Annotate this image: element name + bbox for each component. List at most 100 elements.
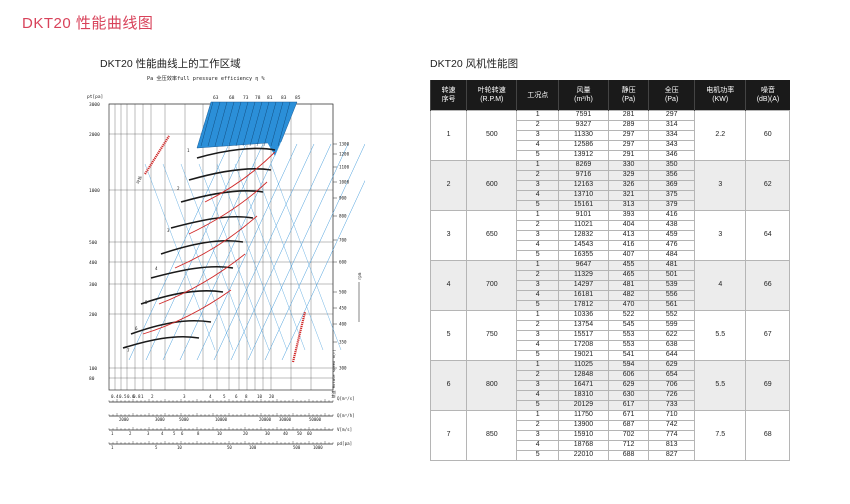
total-pressure-cell: 416: [648, 210, 696, 221]
efficiency-label: 63: [213, 95, 219, 101]
impeller-rpm-cell: 800: [466, 360, 518, 411]
page-title: DKT20 性能曲线图: [22, 15, 154, 32]
y-tick-label: 100: [89, 366, 97, 372]
total-pressure-cell: 476: [648, 240, 696, 251]
operating-point-cell: 3: [516, 380, 560, 391]
noise-cell: 66: [745, 260, 790, 311]
impeller-rpm-cell: 600: [466, 160, 518, 211]
airflow-cell: 11750: [558, 410, 609, 421]
scale-velocity-label: 8: [197, 431, 200, 436]
scale-dynamic-pressure-label: 5: [155, 445, 158, 450]
x-tick-q-label: 10: [257, 394, 263, 399]
operating-point-cell: 5: [516, 400, 560, 411]
pressure-curve: [188, 167, 272, 181]
impeller-rpm-cell: 500: [466, 110, 518, 161]
table-header-cell: 电机功率 (KW): [694, 80, 746, 111]
airflow-cell: 15161: [558, 200, 609, 211]
operating-point-cell: 3: [516, 180, 560, 191]
noise-cell: 69: [745, 360, 790, 411]
impeller-rpm-cell: 700: [466, 260, 518, 311]
total-pressure-cell: 501: [648, 270, 696, 281]
airflow-cell: 12586: [558, 140, 609, 151]
static-pressure-cell: 522: [607, 310, 650, 321]
total-pressure-cell: 827: [648, 450, 696, 461]
efficiency-label: 83: [281, 95, 287, 101]
static-pressure-cell: 416: [607, 240, 650, 251]
table-row: 5 16355 407 484: [431, 250, 790, 261]
left-rotated-label: 叶轮: [134, 175, 143, 185]
airflow-cell: 18768: [558, 440, 609, 451]
airflow-cell: 9327: [558, 120, 609, 131]
table-header-cell: 全压 (Pa): [648, 80, 695, 111]
total-pressure-cell: 726: [648, 390, 696, 401]
airflow-cell: 12163: [558, 180, 609, 191]
scale-m3h-label: 50000: [309, 417, 322, 422]
efficiency-zone-hatch: [256, 101, 270, 147]
operating-point-cell: 4: [516, 290, 560, 301]
scale-m3h-label: 30000: [279, 417, 292, 422]
speed-tick-label: 600: [339, 260, 347, 265]
static-pressure-cell: 470: [607, 300, 650, 311]
airflow-cell: 15517: [558, 330, 609, 341]
y-tick-label: 400: [89, 260, 97, 266]
operating-point-cell: 5: [516, 450, 560, 461]
static-pressure-cell: 712: [607, 440, 650, 451]
operating-point-cell: 3: [516, 330, 560, 341]
total-pressure-cell: 484: [648, 250, 696, 261]
x-tick-q-label: 20: [269, 394, 275, 399]
total-pressure-cell: 733: [648, 400, 696, 411]
efficiency-line-diagonal: [144, 163, 216, 351]
speed-line-diagonal: [128, 143, 230, 361]
operating-point-cell: 1: [516, 110, 560, 121]
static-pressure-cell: 481: [607, 280, 650, 291]
speed-seq-cell: 2: [429, 160, 468, 211]
operating-point-cell: 4: [516, 240, 560, 251]
operating-point-cell: 2: [516, 420, 560, 431]
vane-label: 5: [145, 300, 148, 305]
airflow-cell: 11330: [558, 130, 609, 141]
pressure-curve: [160, 239, 244, 255]
speed-tick-label: 450: [339, 306, 347, 311]
static-pressure-cell: 393: [607, 210, 650, 221]
speed-line-diagonal: [196, 143, 298, 361]
static-pressure-cell: 594: [607, 360, 650, 371]
pressure-curve: [150, 265, 234, 279]
scale-dynamic-pressure-unit: pd[pa]: [337, 441, 352, 446]
table-header-cell: 叶轮转速 (R.P.M): [466, 80, 517, 111]
operating-point-cell: 1: [516, 410, 560, 421]
scale-velocity-label: 1: [111, 431, 114, 436]
scale-dynamic-pressure-label: 1: [111, 445, 114, 450]
speed-axis-label: rpm: [357, 272, 362, 280]
operating-point-cell: 3: [516, 430, 560, 441]
performance-curve-svg: Pa 全压效率full pressure efficiency η % pt[pa…: [87, 74, 365, 450]
static-pressure-cell: 553: [607, 330, 650, 341]
airflow-cell: 9101: [558, 210, 609, 221]
airflow-cell: 9647: [558, 260, 609, 271]
scale-m3h-label: 5000: [179, 417, 189, 422]
scale-velocity-unit: V[m/s]: [337, 427, 352, 432]
scale-velocity-label: 6: [181, 431, 184, 436]
pressure-curve: [180, 189, 264, 203]
motor-power-cell: 5.5: [694, 360, 747, 411]
impeller-rpm-cell: 850: [466, 410, 518, 461]
plot-frame: [108, 103, 334, 391]
scale-velocity-label: 5: [173, 431, 176, 436]
scale-dynamic-pressure-label: 10: [177, 445, 182, 450]
total-pressure-cell: 654: [648, 370, 696, 381]
x-tick-q-label: 0.8: [133, 394, 141, 399]
table-row: 5 19021 541 644: [431, 350, 790, 361]
operating-point-cell: 1: [516, 160, 560, 171]
table-row: 5 22010 688 827: [431, 450, 790, 461]
performance-curve-chart: Pa 全压效率full pressure efficiency η % pt[pa…: [85, 72, 365, 462]
airflow-cell: 13754: [558, 320, 609, 331]
y-tick-label: 300: [89, 282, 97, 288]
static-pressure-cell: 671: [607, 410, 650, 421]
total-pressure-cell: 334: [648, 130, 696, 141]
total-pressure-cell: 438: [648, 220, 696, 231]
total-pressure-cell: 629: [648, 360, 696, 371]
total-pressure-cell: 343: [648, 140, 696, 151]
x-tick-q-label: 3: [183, 394, 186, 399]
static-pressure-cell: 297: [607, 130, 650, 141]
operating-point-cell: 3: [516, 130, 560, 141]
speed-tick-label: 1100: [339, 165, 350, 170]
